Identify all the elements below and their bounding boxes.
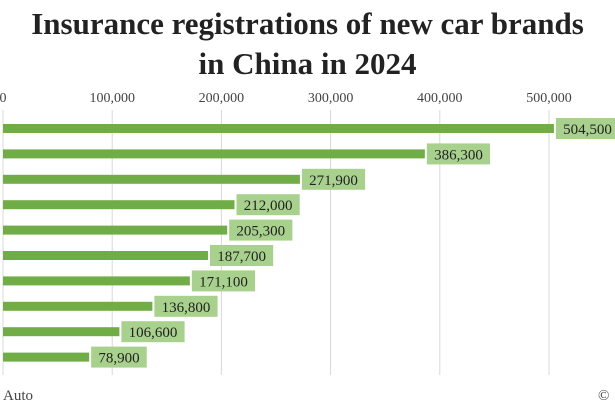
value-label-box	[191, 270, 256, 292]
chart-title-line-2: in China in 2024	[198, 46, 417, 81]
value-label-box	[121, 321, 185, 343]
value-label: 106,600	[129, 325, 178, 341]
bar	[3, 251, 208, 260]
value-label: 187,700	[217, 249, 266, 265]
value-label-box	[154, 295, 218, 317]
bar	[3, 200, 235, 210]
value-label: 212,000	[244, 198, 293, 214]
value-label: 386,300	[434, 147, 483, 163]
value-label: 78,900	[98, 351, 139, 367]
value-label-box	[209, 245, 274, 266]
source-note: Auto	[3, 388, 33, 404]
value-label-box	[229, 219, 293, 241]
x-tick-label: 500,000	[526, 91, 572, 106]
chart-title-line-1: Insurance registrations of new car brand…	[31, 6, 584, 41]
value-label-box	[91, 346, 147, 368]
bar	[3, 149, 425, 159]
x-tick-label: 300,000	[308, 91, 354, 106]
x-tick-label: 0	[0, 91, 7, 106]
bars	[3, 124, 554, 362]
value-label: 271,900	[309, 173, 358, 189]
x-tick-label: 100,000	[89, 91, 135, 106]
value-label-box	[301, 168, 366, 190]
chart-title: Insurance registrations of new car brand…	[0, 4, 615, 84]
x-tick-label: 200,000	[199, 91, 245, 106]
bar	[3, 174, 300, 184]
value-label-box	[426, 143, 491, 165]
x-tick-label: 400,000	[417, 91, 463, 106]
bar	[3, 276, 190, 286]
value-label: 136,800	[162, 300, 211, 316]
value-label: 171,100	[199, 274, 248, 290]
bar	[3, 327, 120, 337]
value-label: 504,500	[563, 122, 612, 138]
x-axis-ticks: 0 100,000 200,000 300,000 400,000 500,000	[0, 91, 572, 106]
bar	[3, 225, 228, 235]
bar	[3, 124, 554, 133]
bar	[3, 352, 90, 362]
value-labels: 504,500 386,300 271,900 212,000 205,300 187,7…	[91, 118, 615, 368]
value-label-box	[555, 118, 615, 139]
value-label-box	[236, 194, 300, 216]
copyright-note: ©	[598, 388, 610, 404]
value-label: 205,300	[236, 224, 285, 240]
bar	[3, 301, 153, 311]
